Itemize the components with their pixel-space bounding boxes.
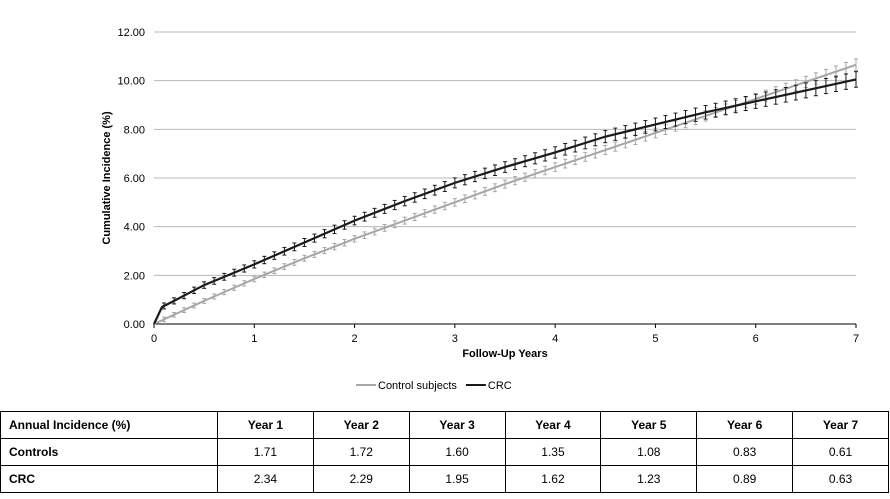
- row-label: Controls: [0, 438, 218, 466]
- table-header-year-7: Year 7: [792, 411, 889, 439]
- y-axis-title: Cumulative Incidence (%): [101, 111, 113, 245]
- table-header-year-5: Year 5: [600, 411, 698, 439]
- series-line: [153, 63, 857, 325]
- x-tick-label: 7: [853, 333, 859, 345]
- table-cell: 2.34: [217, 465, 314, 493]
- legend: Control subjects CRC: [356, 380, 512, 392]
- series-group: [153, 58, 858, 325]
- table-cell: 0.89: [696, 465, 794, 493]
- table-cell: 1.60: [408, 438, 506, 466]
- table-header-row: Annual Incidence (%) Year 1 Year 2 Year …: [0, 411, 889, 439]
- y-tick-label: 8.00: [124, 124, 145, 136]
- annual-incidence-table: Annual Incidence (%) Year 1 Year 2 Year …: [0, 411, 889, 493]
- table-header-year-2: Year 2: [312, 411, 410, 439]
- x-tick-label: 0: [151, 333, 157, 345]
- table-cell: 1.95: [408, 465, 506, 493]
- table-header-year-4: Year 4: [504, 411, 602, 439]
- x-tick-label: 3: [452, 333, 458, 345]
- table-cell: 0.83: [696, 438, 794, 466]
- series-crc: [153, 71, 858, 325]
- x-tick-label: 4: [552, 333, 558, 345]
- table-cell: 1.08: [600, 438, 698, 466]
- y-tick-label: 2.00: [124, 270, 145, 282]
- y-tick-label: 6.00: [124, 173, 145, 185]
- table-cell: 1.72: [312, 438, 410, 466]
- gridlines: [154, 31, 856, 325]
- table-cell: 1.71: [217, 438, 314, 466]
- y-tick-label: 12.00: [117, 27, 145, 39]
- table-header-year-1: Year 1: [217, 411, 314, 439]
- table-row-crc: CRC 2.34 2.29 1.95 1.62 1.23 0.89 0.63: [0, 465, 889, 493]
- y-tick-label: 4.00: [124, 222, 145, 234]
- series-line: [153, 78, 857, 325]
- x-tick-label: 2: [352, 333, 358, 345]
- table-header-label: Annual Incidence (%): [0, 411, 218, 439]
- x-tick-label: 6: [753, 333, 759, 345]
- row-label: CRC: [0, 465, 218, 493]
- legend-label: Control subjects: [378, 380, 457, 392]
- y-axis-ticks: 0.00 2.00 4.00 6.00 8.00 10.00 12.00: [117, 27, 145, 331]
- table-cell: 1.35: [504, 438, 602, 466]
- x-tick-label: 1: [251, 333, 257, 345]
- y-tick-label: 0.00: [124, 319, 145, 331]
- x-axis-ticks: 0 1 2 3 4 5 6 7: [151, 324, 859, 345]
- x-axis-title: Follow-Up Years: [462, 348, 547, 360]
- table-header-year-6: Year 6: [696, 411, 794, 439]
- y-tick-label: 10.00: [117, 76, 145, 88]
- table-cell: 0.63: [792, 465, 889, 493]
- series-control-subjects: [153, 58, 858, 325]
- table-cell: 0.61: [792, 438, 889, 466]
- table-row-controls: Controls 1.71 1.72 1.60 1.35 1.08 0.83 0…: [0, 438, 889, 466]
- table-cell: 1.23: [600, 465, 698, 493]
- table-cell: 2.29: [312, 465, 410, 493]
- table-cell: 1.62: [504, 465, 602, 493]
- x-tick-label: 5: [652, 333, 658, 345]
- table-header-year-3: Year 3: [408, 411, 506, 439]
- legend-label: CRC: [488, 380, 512, 392]
